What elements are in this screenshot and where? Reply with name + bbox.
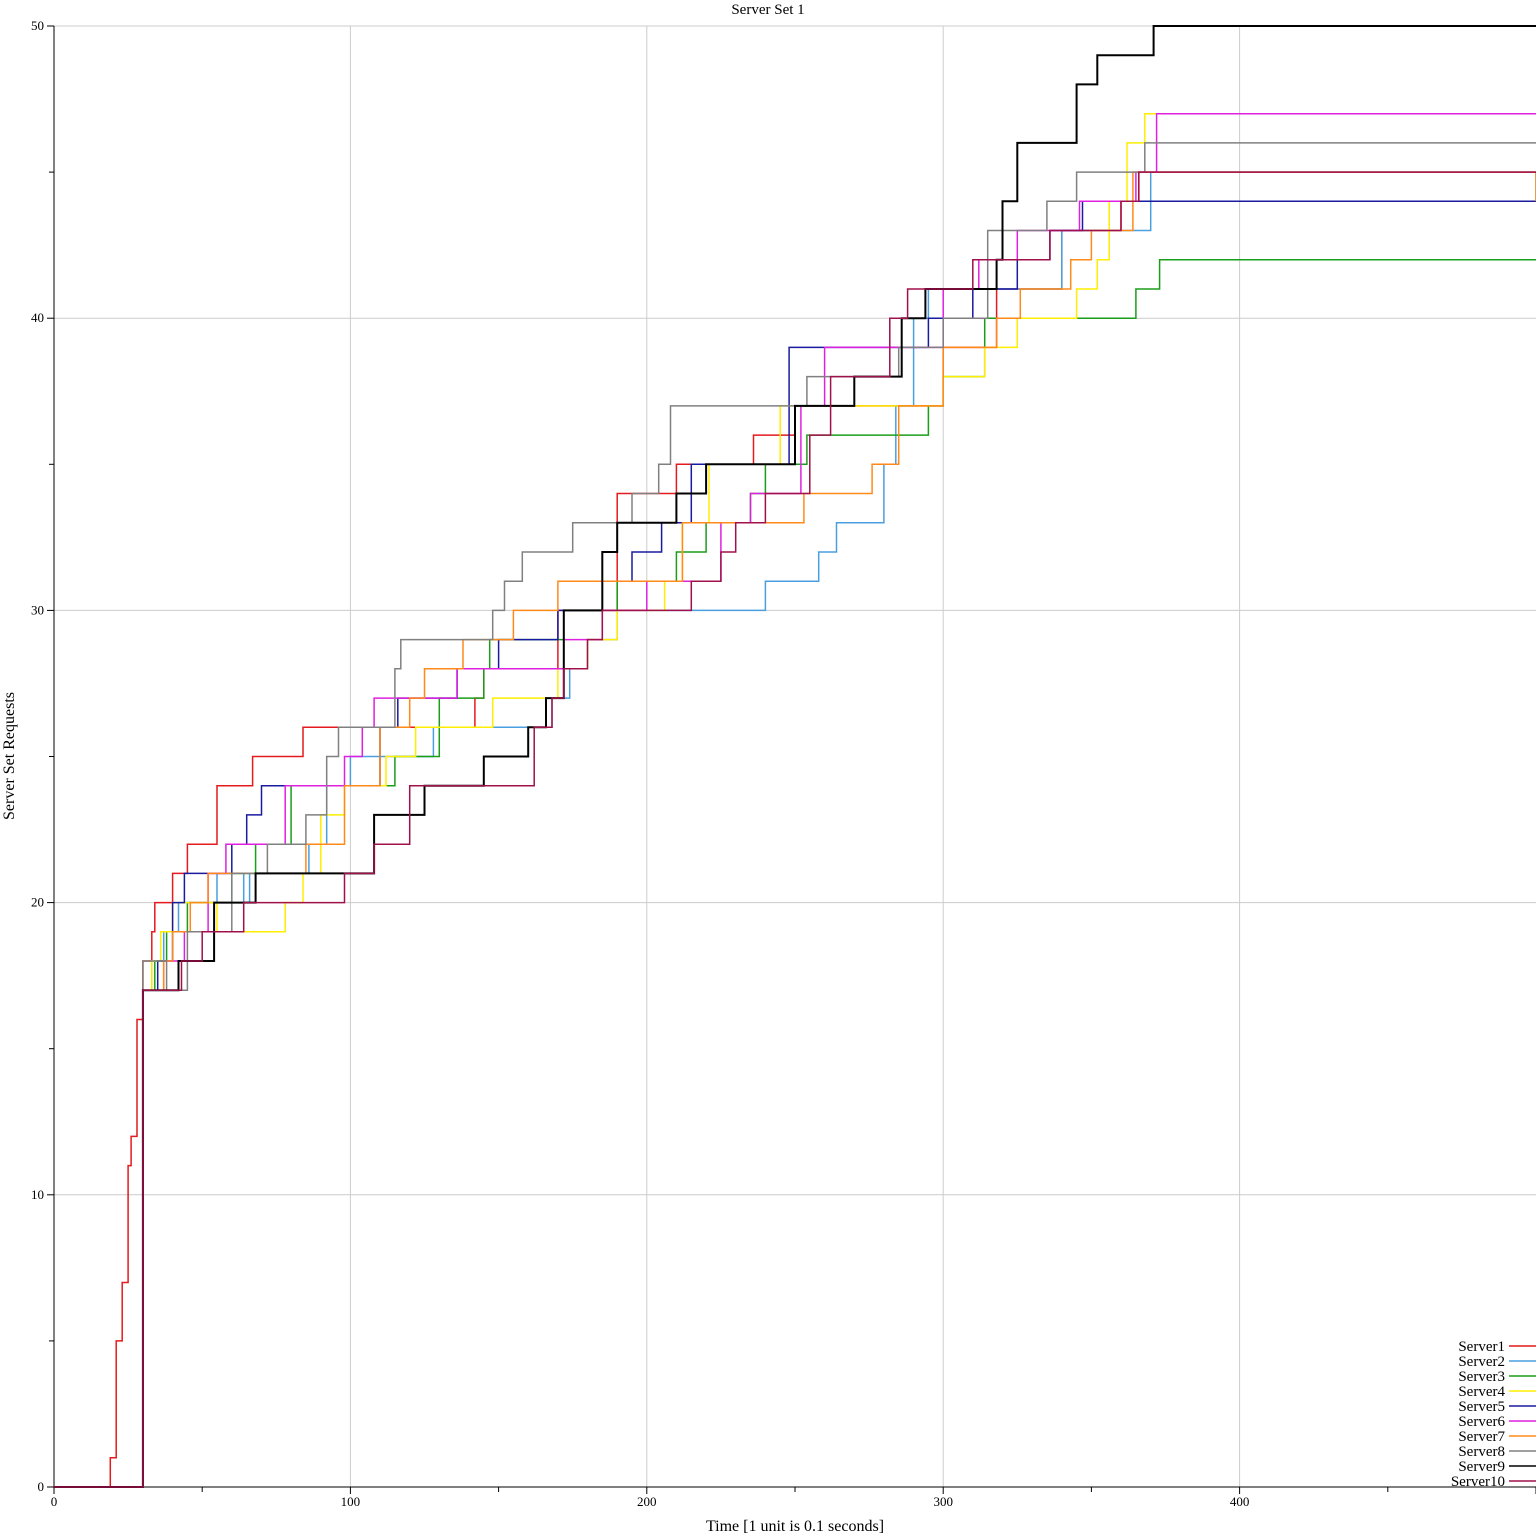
x-axis-title: Time [1 unit is 0.1 seconds] (706, 1518, 884, 1535)
axes: 0 100 200 300 400 0 10 20 30 40 50 (31, 18, 1536, 1509)
series-line-server2 (54, 171, 1536, 1488)
series-line-server6 (54, 112, 1536, 1488)
series-line-server4 (54, 112, 1536, 1488)
legend-label: Server8 (1458, 1444, 1505, 1460)
y-tick-label: 30 (31, 602, 44, 617)
series-line-server7 (54, 171, 1536, 1488)
chart-title: Server Set 1 (731, 2, 804, 18)
legend-label: Server3 (1458, 1369, 1505, 1385)
series-line-server1 (54, 171, 1536, 1488)
series-layer (54, 25, 1536, 1488)
legend-label: Server2 (1458, 1354, 1505, 1370)
legend-label: Server9 (1458, 1459, 1505, 1475)
x-tick-label: 100 (341, 1494, 361, 1509)
legend-label: Server5 (1458, 1399, 1505, 1415)
y-tick-label: 20 (31, 895, 44, 910)
x-tick-label: 200 (637, 1494, 657, 1509)
x-tick-label: 0 (51, 1494, 58, 1509)
y-tick-label: 40 (31, 310, 44, 325)
legend: Server1Server2Server3Server4Server5Serve… (1451, 1339, 1536, 1490)
legend-label: Server10 (1451, 1474, 1505, 1490)
series-line-server10 (54, 171, 1536, 1488)
series-line-server5 (54, 200, 1536, 1488)
y-tick-label: 10 (31, 1187, 44, 1202)
x-tick-label: 300 (933, 1494, 953, 1509)
legend-label: Server7 (1458, 1429, 1505, 1445)
legend-label: Server1 (1458, 1339, 1505, 1355)
legend-label: Server4 (1458, 1384, 1505, 1400)
y-tick-label: 0 (38, 1479, 45, 1494)
x-tick-label: 400 (1230, 1494, 1250, 1509)
y-axis-title: Server Set Requests (1, 692, 18, 820)
legend-label: Server6 (1458, 1414, 1505, 1430)
series-line-server8 (54, 142, 1536, 1488)
y-tick-label: 50 (31, 18, 44, 33)
